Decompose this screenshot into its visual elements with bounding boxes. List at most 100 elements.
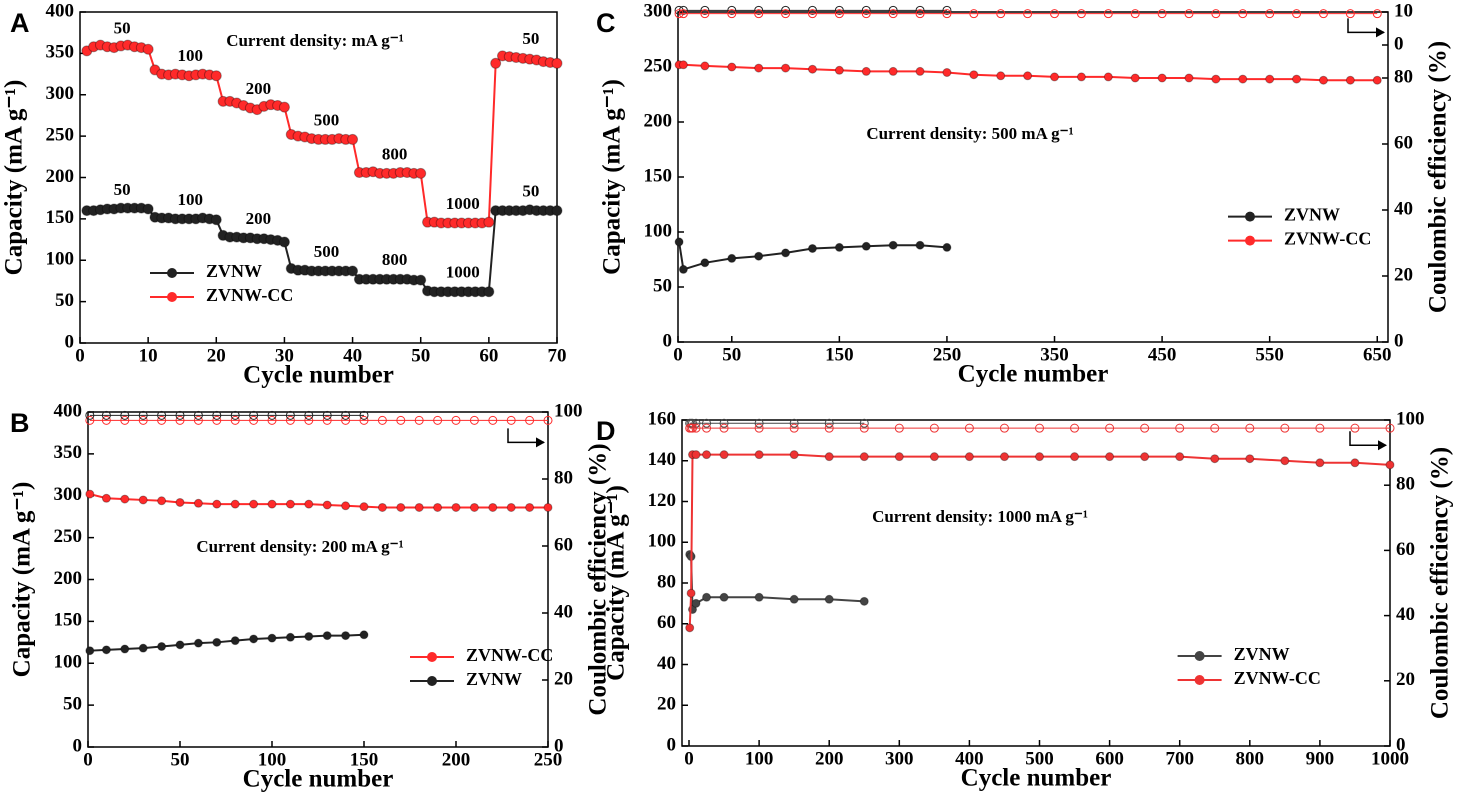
rate-label: 500 <box>314 110 340 129</box>
series-line <box>688 553 865 614</box>
ce-point <box>888 5 898 15</box>
point <box>686 588 696 598</box>
ce-point <box>754 5 764 15</box>
point <box>754 592 764 602</box>
point <box>789 594 799 604</box>
ce-point <box>230 410 240 420</box>
ce-point <box>1211 9 1221 19</box>
rate-label: 50 <box>114 180 131 199</box>
ce-point <box>678 9 688 19</box>
ce-point <box>249 415 259 425</box>
point <box>678 264 688 274</box>
ce-point <box>824 423 834 433</box>
y-tick-label: 200 <box>46 166 75 187</box>
ce-point <box>1238 9 1248 19</box>
rate-label: 1000 <box>446 194 480 213</box>
x-tick-label: 50 <box>411 345 430 366</box>
ce-point <box>700 5 710 15</box>
y-tick-label: 300 <box>644 0 673 21</box>
ce-point <box>525 415 535 425</box>
point <box>193 498 203 508</box>
ce-point <box>807 9 817 19</box>
y2-axis-label: Coulombic efficiency (%) <box>1427 447 1454 719</box>
legend-label: ZVNW-CC <box>466 645 553 665</box>
x-tick-label: 0 <box>673 344 683 365</box>
point <box>469 502 479 512</box>
point <box>142 203 154 215</box>
rate-label: 800 <box>382 144 408 163</box>
legend-label: ZVNW <box>206 261 262 281</box>
ce-point <box>359 415 369 425</box>
panel: C0 50 150 250 350 450 550 650050100150200250300… <box>596 0 1452 387</box>
point <box>451 502 461 512</box>
annotation: Current density: 500 mA g⁻¹ <box>866 124 1073 143</box>
point <box>1210 454 1220 464</box>
ce-point <box>999 423 1009 433</box>
legend-marker <box>1194 651 1205 661</box>
y2-tick-label: 0 <box>554 735 564 756</box>
point <box>1238 74 1248 84</box>
point <box>1175 452 1185 462</box>
x-tick-label: 800 <box>1236 748 1265 769</box>
ce-point <box>506 415 516 425</box>
point <box>824 594 834 604</box>
ce-point <box>175 415 185 425</box>
point <box>1157 73 1167 83</box>
y-tick-label: 100 <box>648 531 677 552</box>
ce-point <box>861 9 871 19</box>
legend-label: ZVNW <box>1284 205 1340 225</box>
x-tick-label: 200 <box>442 749 471 770</box>
x-tick-label: 150 <box>350 749 379 770</box>
y-tick-label: 150 <box>644 165 673 186</box>
y-tick-label: 200 <box>644 110 673 131</box>
x-tick-label: 600 <box>1095 748 1124 769</box>
x-tick-label: 30 <box>275 345 294 366</box>
x-tick-label: 250 <box>933 344 962 365</box>
point <box>230 499 240 509</box>
point <box>1070 452 1080 462</box>
ce-point <box>859 418 869 428</box>
ce-point <box>1035 423 1045 433</box>
x-tick-label: 900 <box>1306 748 1335 769</box>
ce-point <box>942 9 952 19</box>
ce-point <box>702 423 712 433</box>
y-tick-label: 250 <box>54 526 83 547</box>
ce-point <box>834 9 844 19</box>
point <box>1292 74 1302 84</box>
y-tick-label: 400 <box>54 400 83 421</box>
point <box>249 634 259 644</box>
panel: A 0 10 20 30 40 50 60 70 0 50 100 150 200 250 300 350 400… <box>1 0 567 388</box>
x-tick-label: 60 <box>479 345 498 366</box>
point <box>1350 458 1360 468</box>
y-tick-label: 40 <box>657 653 676 674</box>
rate-label: 200 <box>246 79 272 98</box>
y2-tick-label: 100 <box>554 400 583 421</box>
y2-axis-label: Coulombic efficiency (%) <box>1425 41 1452 313</box>
ce-point <box>212 415 222 425</box>
ce-point <box>754 423 764 433</box>
point <box>702 592 712 602</box>
series-line <box>89 633 365 652</box>
ce-point <box>834 5 844 15</box>
ce-point <box>861 5 871 15</box>
point <box>859 452 869 462</box>
point <box>396 502 406 512</box>
x-tick-label: 1000 <box>1371 748 1409 769</box>
ce-point <box>85 410 95 420</box>
ce-point <box>193 415 203 425</box>
rate-label: 500 <box>314 242 340 261</box>
ce-point <box>888 9 898 19</box>
legend-marker <box>167 292 177 302</box>
point <box>754 63 764 73</box>
ce-point <box>929 423 939 433</box>
ce-point <box>727 5 737 15</box>
point <box>230 636 240 646</box>
point <box>1318 75 1328 85</box>
panel: B0 50 100 150 200 250050100150200250300350400… <box>9 400 612 792</box>
axis-arrow-head <box>1378 440 1387 451</box>
point <box>789 450 799 460</box>
ce-point <box>719 418 729 428</box>
ce-point <box>1292 9 1302 19</box>
ce-point <box>789 423 799 433</box>
ce-point <box>396 415 406 425</box>
